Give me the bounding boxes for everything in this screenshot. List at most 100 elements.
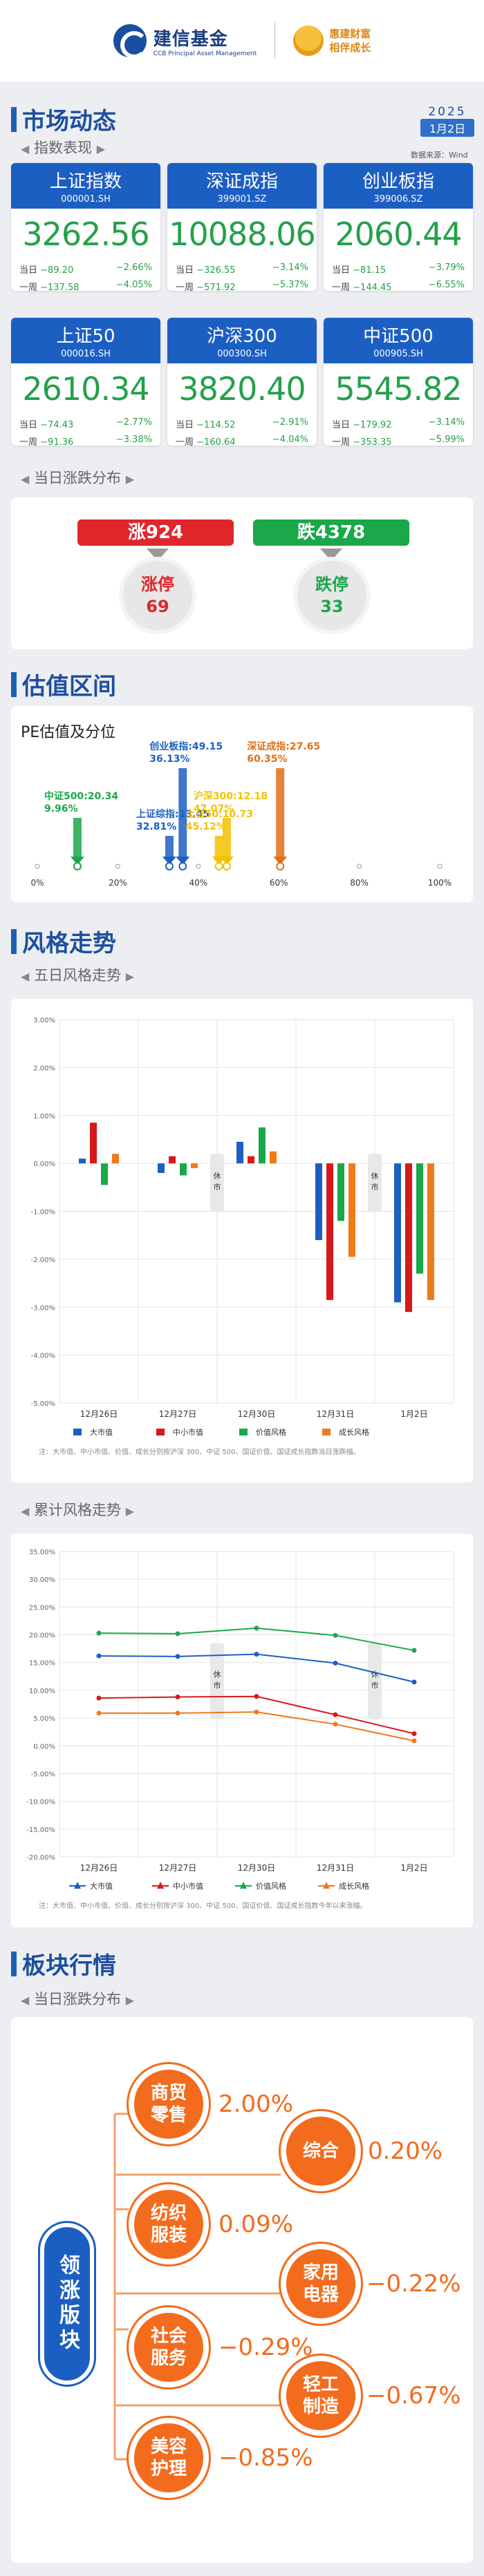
sector-circle: 家用电器 [281, 2244, 361, 2324]
style-bar [90, 1123, 97, 1164]
index-card: 中证500 000905.SH 5545.82 当日 −179.92 −3.14… [324, 318, 473, 446]
index-card: 沪深300 000300.SH 3820.40 当日 −114.52 −2.91… [167, 318, 317, 446]
style-line-point [254, 1709, 259, 1715]
y-tick-label: 20.00% [29, 1632, 55, 1640]
rest-marker [210, 1643, 224, 1719]
slogan-line1: 惠建财富 [329, 28, 371, 40]
index-subhead-label: 指数表现 [34, 140, 92, 156]
slogan-line2: 相伴成长 [329, 41, 371, 54]
day-change-row: 当日 −89.20 −2.66% [11, 263, 160, 276]
legend-swatch [239, 1429, 248, 1435]
sector-connector-lines [113, 2112, 281, 2461]
pe-item-name: 创业板指 [149, 741, 189, 752]
week-percent: −4.04% [272, 435, 308, 445]
triangle-left-icon: ◀ [21, 1505, 30, 1518]
triangle-left-icon: ◀ [21, 473, 30, 486]
day-change-row: 当日 −326.55 −3.14% [167, 263, 317, 276]
limit-up-circle: 涨停 69 [123, 561, 192, 630]
style-line [98, 1695, 415, 1735]
legend-label: 中小市值 [173, 1881, 203, 1891]
style-line-point [333, 1712, 338, 1717]
index-card: 上证指数 000001.SH 3262.56 当日 −89.20 −2.66% … [11, 163, 160, 291]
day-percent: −3.79% [428, 263, 465, 273]
index-value: 3820.40 [178, 370, 306, 408]
x-tick-label: 12月27日 [159, 1409, 197, 1419]
section-bar [11, 106, 17, 132]
day-label: 当日 [332, 420, 351, 430]
sector-circle: 轻工制造 [281, 2356, 361, 2436]
x-tick-label: 12月26日 [80, 1863, 118, 1873]
index-subhead: ◀ 指数表现 ▶ [21, 137, 105, 158]
day-percent: −2.77% [115, 417, 152, 428]
week-points: −353.35 [353, 437, 392, 446]
pe-item-value: 27.65 [289, 741, 321, 752]
style-bar [427, 1163, 434, 1300]
week-change-row: 一周 −137.58 −4.05% [11, 280, 160, 291]
pe-axis-tick [115, 864, 120, 869]
date-box: 2025 1月2日 [420, 105, 474, 137]
pe-marker-arrow [212, 857, 226, 865]
y-tick-label: -5.00% [31, 1400, 55, 1408]
day-label: 当日 [19, 265, 38, 276]
index-code: 000016.SH [61, 349, 111, 359]
week-change-row: 一周 −571.92 −5.37% [167, 280, 317, 291]
date-month-day: 1月2日 [420, 119, 474, 137]
cum-line-chart: 35.00% 30.00% 25.00% 20.00% 15.00% 10.00% 5.00… [26, 1549, 454, 1910]
day-points: −81.15 [353, 265, 387, 276]
updown-subhead-label: 当日涨跌分布 [34, 470, 121, 486]
sector-name: 商贸零售 [150, 2083, 187, 2126]
week-change-row: 一周 −353.35 −5.99% [324, 435, 473, 446]
y-tick-label: 2.00% [33, 1065, 55, 1072]
rest-marker [210, 1154, 224, 1212]
x-tick-label: 12月30日 [238, 1863, 276, 1873]
day-label: 当日 [332, 265, 351, 276]
brand: 建信基金 CCB Principal Asset Management [113, 24, 257, 59]
index-card-header: 沪深300 000300.SH [167, 318, 317, 363]
week-change-row: 一周 −91.36 −3.38% [11, 435, 160, 446]
style-title: 风格走势 [22, 930, 116, 957]
day-points: −89.20 [40, 265, 74, 276]
rest-marker [368, 1154, 382, 1212]
x-tick-label: 12月26日 [80, 1409, 118, 1419]
up-count-pill: 涨924 [77, 519, 234, 546]
style-bar [326, 1163, 333, 1300]
rest-marker-label: 市 [371, 1182, 379, 1192]
sector-subhead-label: 当日涨跌分布 [34, 1991, 121, 2007]
sector-circle: 商贸零售 [129, 2064, 209, 2144]
sector-name: 社会服务 [150, 2326, 187, 2369]
sector-section-head: 板块行情 [11, 1947, 116, 1981]
week-change-row: 一周 −144.45 −6.55% [324, 280, 473, 291]
pe-marker-dot [178, 862, 187, 870]
pe-axis-tick-label: 20% [109, 878, 127, 888]
five-day-subhead-label: 五日风格走势 [34, 967, 121, 984]
updown-subhead: ◀ 当日涨跌分布 ▶ [21, 467, 134, 488]
five-day-chart-panel: 3.00% 2.00% 1.00% 0.00% -1.00% -2.00% -3.00% -4… [11, 999, 473, 1482]
pe-item-name: 中证500 [44, 791, 84, 802]
limit-up-label: 涨停 [141, 575, 174, 594]
style-line-point [333, 1721, 338, 1727]
y-tick-label: -4.00% [31, 1353, 55, 1360]
style-bar [259, 1127, 266, 1164]
valuation-title: 估值区间 [22, 673, 116, 700]
legend-marker [240, 1882, 247, 1889]
week-label: 一周 [19, 437, 38, 446]
ccb-logo-icon [113, 24, 148, 59]
pe-item-value: 13.45 [178, 809, 210, 820]
index-card: 创业板指 399006.SZ 2060.44 当日 −81.15 −3.79% … [324, 163, 473, 291]
data-source: 数据来源：Wind [411, 151, 468, 160]
style-line-point [333, 1632, 338, 1638]
style-line [99, 1711, 415, 1742]
day-label: 当日 [176, 420, 194, 430]
y-tick-label: 3.00% [33, 1017, 55, 1024]
style-bar [191, 1163, 198, 1169]
sector-title: 板块行情 [22, 1952, 116, 1980]
index-name: 中证500 [363, 326, 434, 347]
pe-axis-tick-label: 0% [30, 878, 44, 888]
style-section-head: 风格走势 [11, 924, 116, 958]
index-card: 上证50 000016.SH 2610.34 当日 −74.43 −2.77% … [11, 318, 160, 446]
index-card-header: 上证50 000016.SH [11, 318, 160, 363]
market-title: 市场动态 [22, 108, 116, 135]
y-tick-label: -15.00% [26, 1826, 55, 1834]
x-tick-label: 12月31日 [317, 1409, 355, 1419]
pe-marker-arrow [162, 857, 176, 865]
